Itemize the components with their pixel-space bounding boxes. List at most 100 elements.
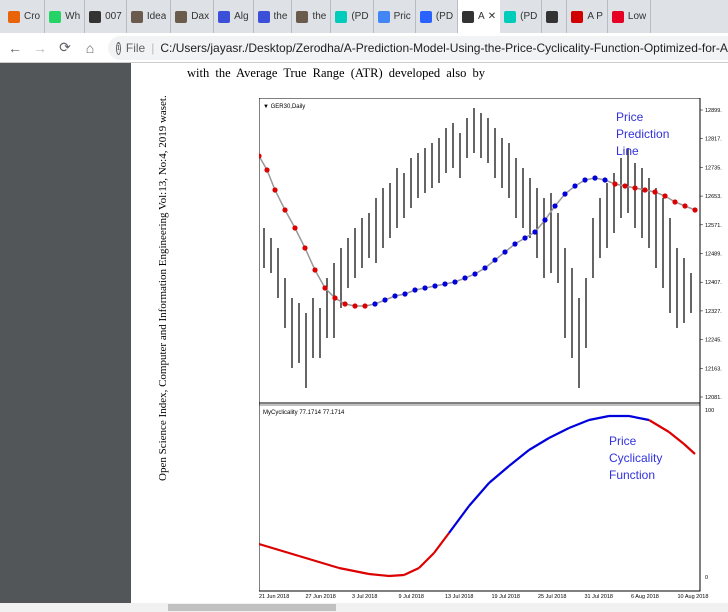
cyclicality-segment xyxy=(648,419,670,433)
prediction-dot xyxy=(259,153,262,159)
tab[interactable]: Idea xyxy=(127,0,172,33)
tab-label: (PD xyxy=(520,11,538,22)
info-icon[interactable]: i xyxy=(116,41,121,55)
prediction-line xyxy=(259,153,698,309)
prediction-dot xyxy=(482,265,488,271)
prediction-dot xyxy=(522,235,528,241)
researchgate-icon xyxy=(335,10,348,23)
date-tick-label: 27 Jun 2018 xyxy=(306,594,336,600)
tab[interactable]: (PD xyxy=(416,0,459,33)
close-icon[interactable]: ✕ xyxy=(487,11,497,22)
tab-label: A P xyxy=(587,11,603,22)
pdf-page: Open Science Index, Computer and Informa… xyxy=(131,63,728,603)
cyclicality-segment xyxy=(628,414,650,422)
tab[interactable]: the xyxy=(254,0,293,33)
horizontal-scrollbar[interactable] xyxy=(0,603,728,612)
cyclicality-segment xyxy=(548,427,570,439)
annotation-line: Prediction xyxy=(616,127,669,141)
cyclicality-segment xyxy=(433,532,450,554)
url-text[interactable]: C:/Users/jayasr./Desktop/Zerodha/A-Predi… xyxy=(160,41,728,55)
price-tick-label: 12571. xyxy=(705,223,722,229)
cyclicality-segment xyxy=(418,552,435,569)
wikipedia-w-icon xyxy=(571,10,584,23)
prediction-dot xyxy=(602,177,608,183)
date-tick-label: 13 Jul 2018 xyxy=(445,594,473,600)
prediction-dot xyxy=(502,249,508,255)
price-tick-label: 12735. xyxy=(705,165,722,171)
prediction-dot xyxy=(392,293,398,299)
prediction-dot xyxy=(652,189,658,195)
prediction-dot xyxy=(402,291,408,297)
prediction-dot xyxy=(552,203,558,209)
price-tick-label: 12817. xyxy=(705,137,722,143)
tab[interactable]: the xyxy=(292,0,332,33)
globe-icon xyxy=(257,10,270,23)
whatsapp-icon xyxy=(49,10,62,23)
url-scheme: File xyxy=(125,41,146,55)
tab[interactable] xyxy=(542,0,568,33)
tab-label: Pric xyxy=(393,11,411,22)
tab[interactable]: Cro xyxy=(4,0,46,33)
forward-arrow-icon[interactable]: → xyxy=(33,39,47,56)
prediction-dot xyxy=(582,177,588,183)
tab[interactable]: (PD xyxy=(500,0,543,33)
cyclicality-segment xyxy=(298,554,340,570)
tab[interactable]: Alg xyxy=(214,0,254,33)
cyclicality-segment xyxy=(508,449,530,467)
prediction-annotation: Price Prediction Line xyxy=(616,110,669,158)
tab[interactable]: Pric xyxy=(374,0,416,33)
tab-strip: Cro Wh 007 Idea Dax Alg the the (PD Pric (PD A ✕ (PD A… xyxy=(0,0,728,33)
cyclicality-segment xyxy=(388,573,405,578)
prediction-dot xyxy=(622,183,628,189)
date-tick-label: 3 Jul 2018 xyxy=(352,594,377,600)
prediction-dot xyxy=(302,245,308,251)
prediction-dot xyxy=(432,283,438,289)
home-icon[interactable]: ⌂ xyxy=(85,39,95,56)
tab[interactable]: A ✕ xyxy=(458,0,501,33)
price-tick-label: 12489. xyxy=(705,252,722,258)
tab-label: Alg xyxy=(234,11,249,22)
cyclicality-segment xyxy=(403,567,420,576)
prediction-dot xyxy=(312,267,318,273)
tab-label: 007 xyxy=(105,11,122,22)
tab[interactable]: (PD xyxy=(331,0,374,33)
price-tick-label: 12081. xyxy=(705,395,722,401)
tab-label: Wh xyxy=(65,11,81,22)
prediction-dot xyxy=(472,271,478,277)
tab[interactable]: Low xyxy=(608,0,652,33)
annotation-line: Line xyxy=(616,144,639,158)
cyclicality-segment xyxy=(488,465,510,484)
tab-label: A xyxy=(478,11,485,22)
cyclicality-segment xyxy=(683,443,696,455)
cyclicality-segment xyxy=(368,572,390,578)
prediction-dot xyxy=(672,199,678,205)
prediction-dot xyxy=(352,303,358,309)
cyc-axis-top: 100 xyxy=(705,408,714,414)
date-tick-label: 21 Jun 2018 xyxy=(259,594,289,600)
chart-frame xyxy=(259,98,701,592)
tab-label: Dax xyxy=(191,11,210,22)
price-tick-label: 12653. xyxy=(705,194,722,200)
prediction-dot xyxy=(662,193,668,199)
prediction-dot xyxy=(292,225,298,231)
address-bar[interactable]: i File | C:/Users/jayasr./Desktop/Zerodh… xyxy=(108,36,728,60)
prediction-dot xyxy=(362,303,368,309)
github-icon xyxy=(546,10,559,23)
prediction-dot xyxy=(572,183,578,189)
prediction-dot xyxy=(542,217,548,223)
prediction-dot xyxy=(682,203,688,209)
reload-icon[interactable]: ⟳ xyxy=(59,39,71,55)
tab[interactable]: A P xyxy=(567,0,608,33)
tab-label: Low xyxy=(627,11,647,22)
tab[interactable]: Wh xyxy=(45,0,86,33)
prediction-dot xyxy=(692,207,698,213)
thumbnail-icon xyxy=(296,10,309,23)
tab[interactable]: Dax xyxy=(171,0,215,33)
cyclicality-segment xyxy=(468,482,490,507)
tab-label: (PD xyxy=(435,11,454,22)
back-arrow-icon[interactable]: ← xyxy=(8,39,22,56)
prediction-dot xyxy=(592,175,598,181)
scrollbar-thumb[interactable] xyxy=(168,604,336,611)
tab[interactable]: 007 xyxy=(85,0,127,33)
chart-figure: ▼ GER30,Daily MyCyclicality 77.1714 77.1… xyxy=(259,98,722,600)
